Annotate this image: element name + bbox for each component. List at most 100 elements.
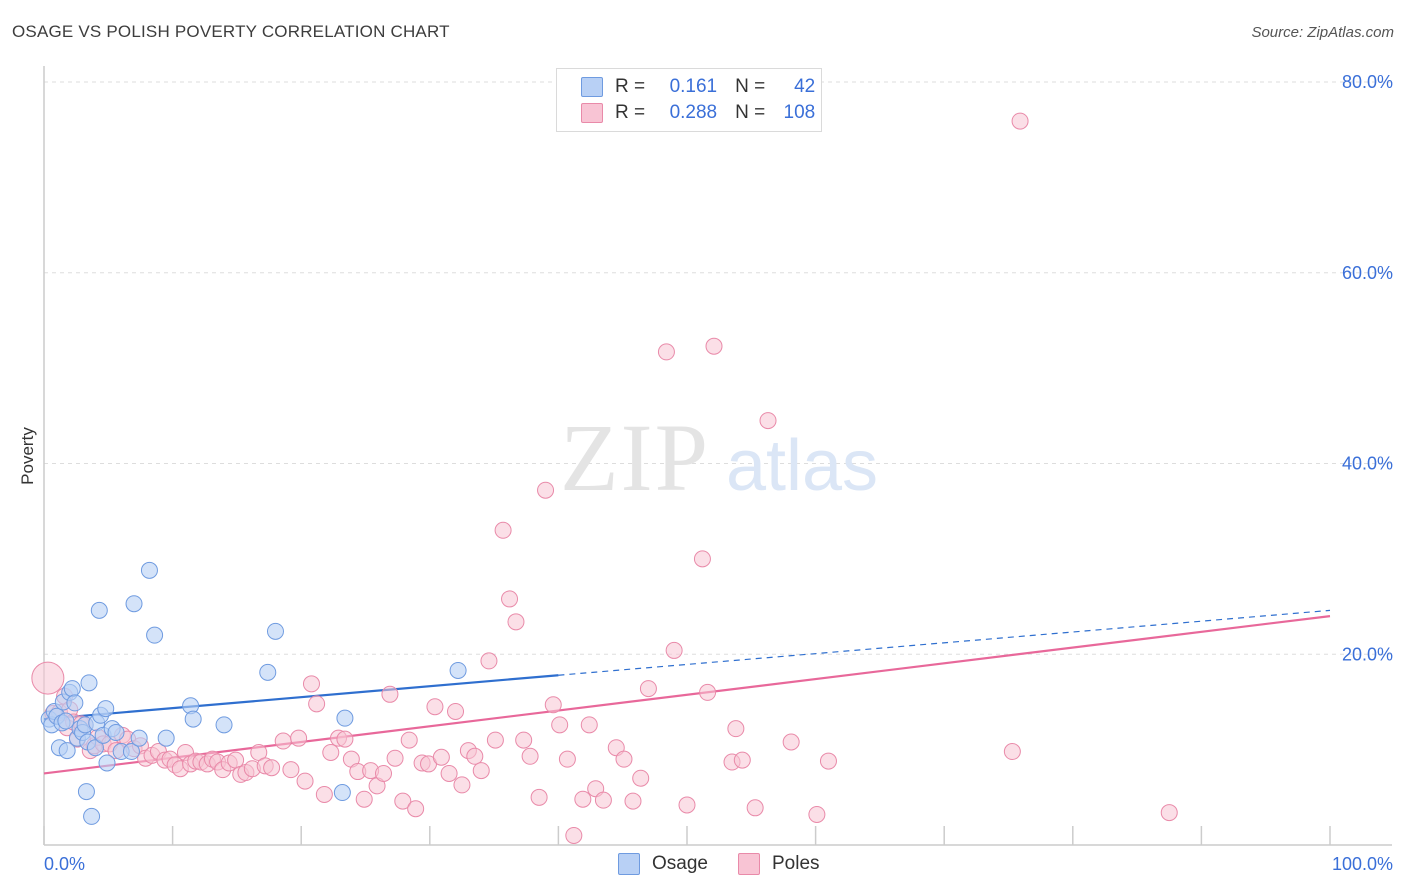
poles-point [355, 790, 373, 808]
osage-point [336, 709, 354, 727]
osage-point [86, 739, 104, 757]
poles-point [759, 412, 777, 430]
poles-point [819, 752, 837, 770]
poles-point [315, 785, 333, 803]
poles-point [472, 762, 490, 780]
poles-point [394, 792, 412, 810]
bottom-legend-poles: Poles [738, 852, 820, 876]
osage-point [157, 729, 175, 747]
watermark-zip: ZIP [560, 404, 710, 511]
osage-point [333, 784, 351, 802]
osage-point [80, 674, 98, 692]
source-label: Source: ZipAtlas.com [1251, 24, 1394, 41]
poles-point [632, 769, 650, 787]
osage-point [266, 622, 284, 640]
poles-point [426, 698, 444, 716]
poles-point [290, 729, 308, 747]
poles-point [727, 720, 745, 738]
poles-point [657, 343, 675, 361]
poles-point [486, 731, 504, 749]
axes [43, 66, 1392, 846]
bottom-osage-swatch [618, 853, 640, 875]
y-tick-label: 80.0% [1342, 72, 1393, 92]
poles-swatch [581, 103, 603, 123]
y-tick-label: 40.0% [1342, 454, 1393, 474]
y-axis-label: Poverty [18, 427, 37, 485]
y-tick-label: 60.0% [1342, 263, 1393, 283]
poles-point [639, 680, 657, 698]
poles-point [466, 747, 484, 765]
poles-point [302, 675, 320, 693]
osage-point [66, 694, 84, 712]
poles-point [407, 800, 425, 818]
osage-point [146, 626, 164, 644]
poles-point [733, 751, 751, 769]
osage-point [90, 601, 108, 619]
correlation-legend: R = 0.161 N = 42 R = 0.288 N = 108 [556, 68, 822, 132]
osage-point [97, 700, 115, 718]
poles-point [375, 764, 393, 782]
poles-point [494, 521, 512, 539]
bottom-osage-label: Osage [652, 853, 708, 874]
poles-point [705, 337, 723, 355]
poles-point [308, 695, 326, 713]
poles-point [31, 661, 65, 695]
osage-point [125, 595, 143, 613]
gridlines [44, 81, 1392, 655]
osage-point [140, 561, 158, 579]
poles-point [530, 788, 548, 806]
watermark-atlas: atlas [726, 426, 878, 506]
x-tick-label-min: 0.0% [44, 854, 85, 874]
poles-point [381, 685, 399, 703]
poles-point [746, 799, 764, 817]
poles-r-value: 0.288 [669, 102, 718, 123]
poles-point [322, 743, 340, 761]
poles-point [544, 696, 562, 714]
osage-point [98, 754, 116, 772]
poles-point [296, 772, 314, 790]
poles-point [480, 652, 498, 670]
poles-point [282, 761, 300, 779]
osage-point [122, 743, 140, 761]
legend-row-osage: R = 0.161 N = 42 [581, 75, 815, 99]
poles-point [515, 731, 533, 749]
osage-point [77, 783, 95, 801]
osage-points [40, 561, 467, 825]
poles-point [501, 590, 519, 608]
osage-n-value: 42 [794, 76, 816, 97]
poles-point [447, 702, 465, 720]
bottom-poles-swatch [738, 853, 760, 875]
poles-r-label: R = [615, 102, 646, 123]
bottom-poles-label: Poles [772, 853, 820, 874]
poles-point [336, 730, 354, 748]
poles-points [31, 112, 1178, 844]
y-tick-label: 20.0% [1342, 644, 1393, 664]
osage-point [259, 663, 277, 681]
poles-point [507, 613, 525, 631]
tick-labels: 20.0% 40.0% 60.0% 80.0% 0.0% 100.0% [44, 72, 1393, 874]
osage-r-label: R = [615, 76, 646, 97]
poles-point [274, 732, 292, 750]
poles-point [594, 791, 612, 809]
chart-title: OSAGE VS POLISH POVERTY CORRELATION CHAR… [12, 22, 450, 41]
bottom-legend-osage: Osage [618, 852, 708, 876]
poles-trend-line [43, 615, 1331, 775]
poles-point [440, 764, 458, 782]
osage-point [58, 742, 76, 760]
poles-point [386, 749, 404, 767]
poles-point [565, 826, 583, 844]
poles-point [1011, 112, 1029, 130]
poles-point [574, 790, 592, 808]
poles-point [615, 750, 633, 768]
trend-lines [43, 609, 1331, 775]
poles-point [453, 776, 471, 794]
osage-point [184, 710, 202, 728]
osage-point [57, 712, 75, 730]
poles-point [1003, 743, 1021, 761]
osage-point [83, 807, 101, 825]
poles-point [808, 805, 826, 823]
poles-point [665, 641, 683, 659]
x-tick-label-max: 100.0% [1332, 854, 1393, 874]
osage-point [215, 716, 233, 734]
